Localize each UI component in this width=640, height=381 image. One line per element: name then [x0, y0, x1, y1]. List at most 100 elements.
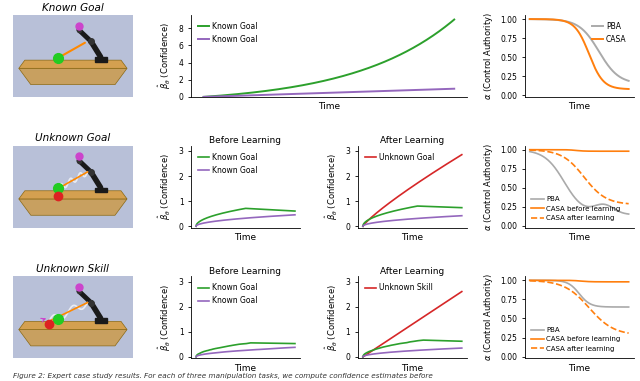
Known Goal	[411, 45, 419, 49]
CASA after learning	[586, 307, 594, 311]
PBA	[585, 34, 593, 38]
Unknown Goal	[360, 223, 367, 228]
CASA after learning	[584, 305, 592, 309]
Known Goal	[427, 35, 435, 39]
Line: CASA after learning: CASA after learning	[530, 150, 628, 204]
Known Goal	[200, 94, 208, 99]
PBA	[609, 69, 617, 74]
Legend: PBA, CASA before learning, CASA after learning: PBA, CASA before learning, CASA after le…	[528, 194, 623, 224]
X-axis label: Time: Time	[401, 233, 424, 242]
PBA	[616, 305, 623, 309]
PBA	[584, 33, 592, 38]
Known Goal	[200, 94, 208, 99]
Y-axis label: $\alpha$ (Control Authority): $\alpha$ (Control Authority)	[482, 274, 495, 361]
CASA after learning	[616, 328, 623, 333]
Legend: Known Goal, Known Goal: Known Goal, Known Goal	[195, 150, 261, 178]
Unknown Skill	[359, 355, 367, 359]
X-axis label: Time: Time	[234, 233, 257, 242]
PBA	[526, 278, 534, 283]
Unknown Goal	[442, 162, 450, 166]
Y-axis label: $\hat{\beta}_\theta$ (Confidence): $\hat{\beta}_\theta$ (Confidence)	[157, 284, 173, 351]
Bar	[95, 57, 107, 62]
PBA	[526, 149, 534, 154]
Y-axis label: $\alpha$ (Control Authority): $\alpha$ (Control Authority)	[482, 12, 495, 100]
Unknown Goal	[359, 224, 367, 229]
Known Goal	[200, 94, 207, 99]
Line: CASA after learning: CASA after learning	[530, 281, 628, 333]
CASA after learning	[625, 202, 632, 206]
Text: Figure 2: Expert case study results. For each of three manipulation tasks, we co: Figure 2: Expert case study results. For…	[13, 373, 433, 379]
CASA after learning	[616, 200, 623, 205]
CASA before learning	[586, 279, 594, 284]
Unknown Skill	[418, 316, 426, 320]
CASA	[609, 85, 617, 89]
CASA after learning	[585, 305, 593, 309]
CASA	[625, 87, 632, 91]
CASA after learning	[609, 199, 617, 203]
CASA before learning	[586, 149, 594, 154]
CASA after learning	[526, 148, 534, 152]
Text: Unknown Goal: Unknown Goal	[35, 133, 111, 143]
CASA after learning	[585, 180, 593, 185]
PBA	[585, 301, 593, 305]
X-axis label: Time: Time	[568, 233, 590, 242]
Polygon shape	[19, 60, 127, 68]
Line: CASA before learning: CASA before learning	[530, 280, 628, 282]
Line: PBA: PBA	[530, 19, 628, 81]
Title: Before Learning: Before Learning	[209, 136, 282, 145]
Line: CASA before learning: CASA before learning	[530, 150, 628, 151]
CASA	[616, 86, 623, 91]
Legend: Unknown Skill: Unknown Skill	[362, 280, 436, 295]
X-axis label: Time: Time	[234, 364, 257, 373]
CASA before learning	[625, 149, 632, 154]
Line: PBA: PBA	[530, 152, 628, 214]
PBA	[625, 305, 632, 309]
CASA after learning	[526, 279, 534, 283]
CASA before learning	[609, 280, 617, 284]
X-axis label: Time: Time	[318, 102, 340, 111]
CASA	[526, 17, 534, 21]
Unknown Goal	[420, 177, 428, 181]
PBA	[584, 301, 592, 305]
Title: After Learning: After Learning	[380, 136, 444, 145]
PBA	[585, 204, 593, 209]
CASA before learning	[526, 147, 534, 152]
Text: Unknown Skill: Unknown Skill	[36, 264, 109, 274]
Line: Known Goal: Known Goal	[204, 89, 454, 97]
Polygon shape	[19, 322, 127, 330]
Line: Unknown Skill: Unknown Skill	[363, 291, 462, 357]
Line: CASA: CASA	[530, 19, 628, 89]
CASA	[586, 55, 594, 59]
Polygon shape	[19, 68, 127, 85]
X-axis label: Time: Time	[568, 102, 590, 111]
PBA	[625, 78, 632, 83]
CASA before learning	[585, 279, 593, 284]
Y-axis label: $\hat{\beta}_\theta$ (Confidence): $\hat{\beta}_\theta$ (Confidence)	[323, 284, 340, 351]
Unknown Goal	[418, 178, 426, 183]
CASA before learning	[616, 280, 623, 284]
CASA after learning	[526, 279, 534, 283]
PBA	[609, 305, 617, 309]
PBA	[609, 206, 617, 210]
Title: Before Learning: Before Learning	[209, 267, 282, 276]
Bar	[95, 187, 107, 192]
Y-axis label: $\alpha$ (Control Authority): $\alpha$ (Control Authority)	[482, 143, 495, 231]
Unknown Skill	[449, 295, 456, 300]
PBA	[526, 278, 534, 283]
Known Goal	[451, 17, 458, 22]
Legend: Known Goal, Known Goal: Known Goal, Known Goal	[195, 280, 261, 308]
Unknown Skill	[360, 354, 367, 359]
CASA after learning	[609, 326, 617, 331]
Known Goal	[348, 90, 356, 94]
Known Goal	[353, 90, 361, 94]
Legend: Known Goal, Known Goal: Known Goal, Known Goal	[195, 19, 261, 47]
CASA	[526, 17, 534, 21]
CASA before learning	[584, 279, 592, 284]
CASA after learning	[586, 182, 594, 187]
X-axis label: Time: Time	[568, 364, 590, 373]
Legend: Unknown Goal: Unknown Goal	[362, 150, 438, 165]
CASA before learning	[584, 149, 592, 154]
CASA after learning	[625, 331, 632, 335]
Known Goal	[353, 70, 361, 74]
Known Goal	[411, 88, 419, 92]
